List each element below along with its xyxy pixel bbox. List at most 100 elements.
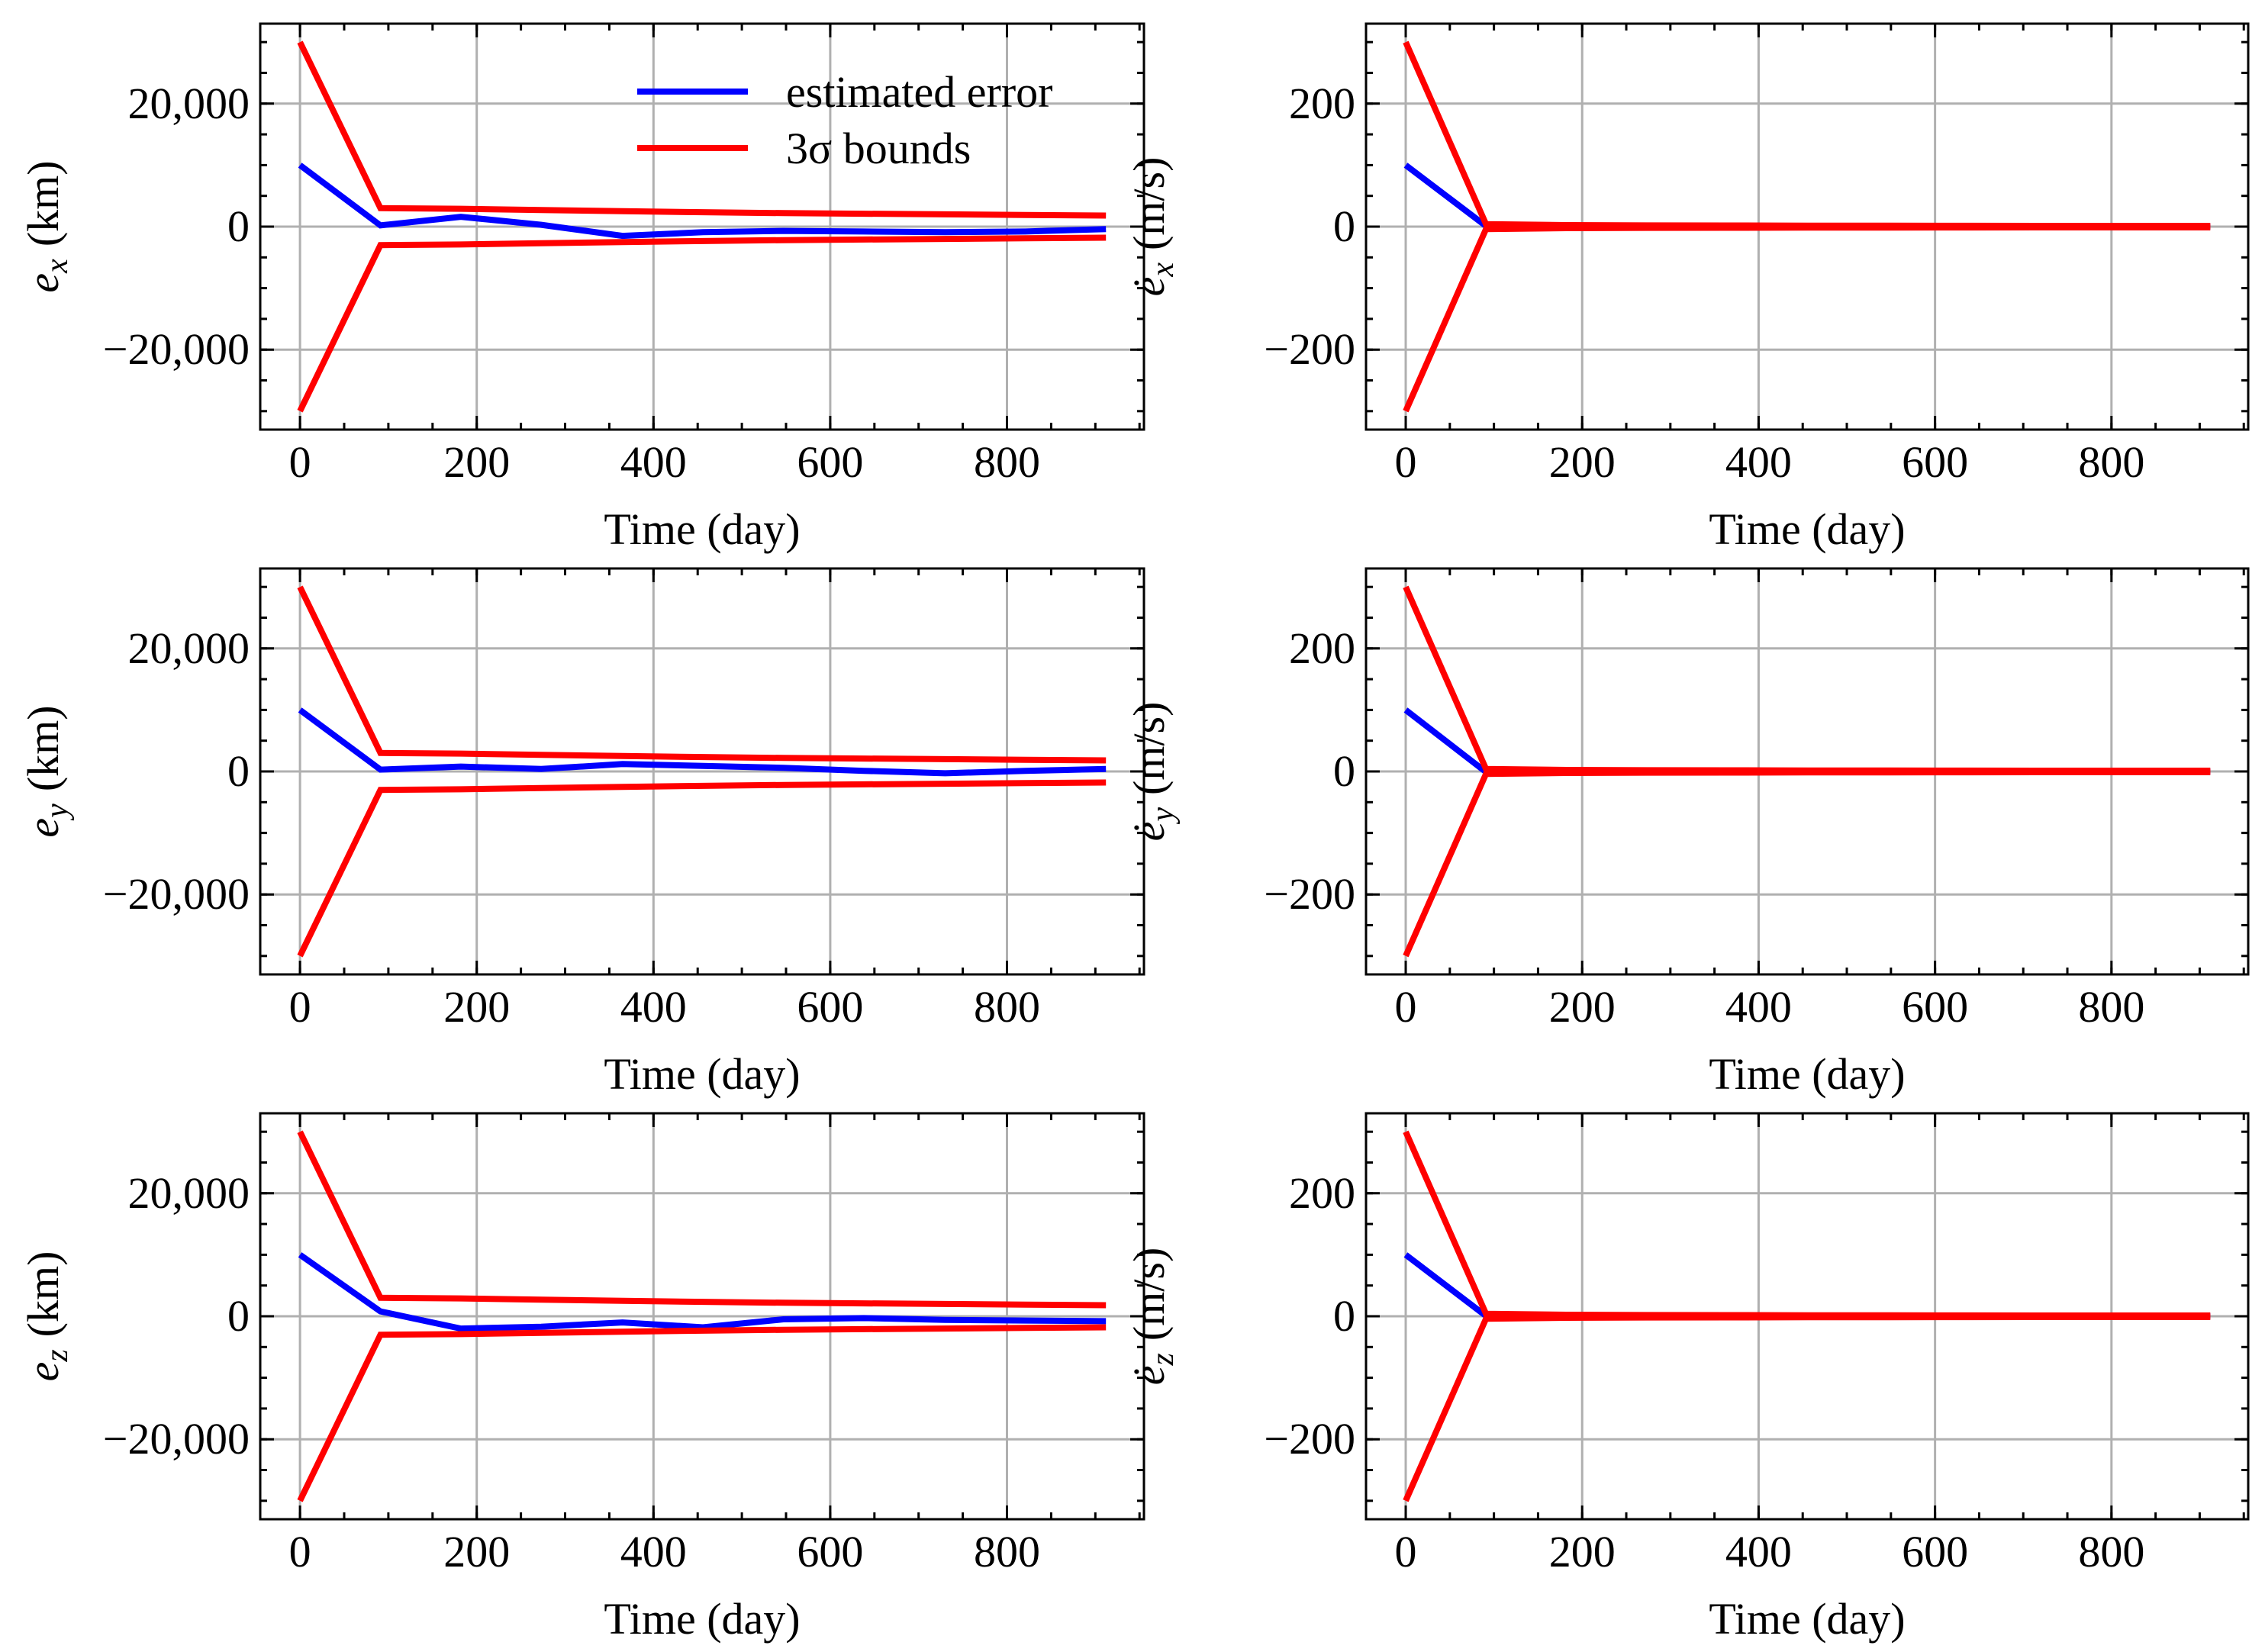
- estimated-error-line: [298, 707, 1107, 777]
- y-axis-label: ey (km): [18, 705, 75, 837]
- estimated-error-line: [1403, 707, 2211, 775]
- y-axis-label-subscript: x: [1145, 262, 1181, 278]
- x-tick-label: 0: [1395, 1527, 1417, 1576]
- legend: estimated error 3σ bounds: [637, 67, 1052, 173]
- y-tick-label: 20,000: [128, 623, 250, 673]
- subplot-3: 0 200 400 600 800 −20,000 0 20,000 Time (day) ey (…: [18, 567, 1145, 1099]
- estimated-error-line: [1403, 1252, 2211, 1319]
- x-tick-label: 200: [443, 982, 510, 1032]
- y-axis-label: ex (km): [18, 160, 75, 292]
- y-tick-label: −20,000: [103, 1414, 250, 1464]
- estimated-error-line: [1403, 163, 2211, 230]
- y-tick-label: 200: [1289, 1168, 1355, 1218]
- x-tick-label: 800: [974, 1527, 1040, 1576]
- sigma-lower-bound-line: [297, 234, 1107, 413]
- x-tick-label: 400: [620, 437, 687, 487]
- y-axis-label-variable: ė: [1124, 277, 1174, 297]
- y-axis-label-unit: (m/s): [1124, 157, 1174, 250]
- y-axis-label-variable: e: [18, 273, 68, 293]
- x-tick-label: 600: [1902, 437, 1968, 487]
- x-tick-label: 0: [289, 982, 311, 1032]
- x-tick-label: 600: [797, 982, 863, 1032]
- x-axis-label: Time (day): [1709, 1049, 1905, 1099]
- subplot-1: 0 200 400 600 800 −20,000 0 20,000 Time (day) ex (…: [18, 22, 1145, 554]
- y-tick-label: 200: [1289, 79, 1355, 128]
- x-tick-label: 600: [1902, 982, 1968, 1032]
- x-tick-label: 600: [797, 1527, 863, 1576]
- x-tick-label: 400: [620, 982, 687, 1032]
- x-axis-label: Time (day): [604, 504, 800, 554]
- y-tick-label: 0: [1333, 746, 1355, 796]
- y-tick-label: 0: [227, 1291, 250, 1341]
- y-axis-label-variable: ė: [1124, 822, 1174, 842]
- subplot-6: 0 200 400 600 800 −200 0 200 Time (day) ėz (m/s): [1124, 1112, 2250, 1644]
- y-axis-label-unit: (m/s): [1124, 1248, 1174, 1341]
- y-axis-label-subscript: z: [1145, 1353, 1181, 1366]
- x-tick-label: 600: [797, 437, 863, 487]
- x-tick-label: 800: [974, 982, 1040, 1032]
- y-tick-label: −20,000: [103, 324, 250, 374]
- sigma-upper-bound-line: [297, 585, 1107, 764]
- x-tick-label: 400: [1725, 437, 1792, 487]
- x-tick-label: 0: [1395, 982, 1417, 1032]
- sigma-upper-bound-line: [1403, 40, 2211, 229]
- x-tick-label: 400: [620, 1527, 687, 1576]
- x-tick-label: 200: [1549, 437, 1616, 487]
- y-tick-label: 0: [1333, 201, 1355, 251]
- y-tick-label: 0: [227, 746, 250, 796]
- subplot-2: 0 200 400 600 800 −200 0 200 Time (day) ėx (m/s): [1124, 22, 2250, 554]
- y-tick-label: 20,000: [128, 1168, 250, 1218]
- y-axis-label-variable: e: [18, 818, 68, 838]
- y-axis-label-subscript: y: [1145, 807, 1181, 825]
- x-tick-label: 800: [974, 437, 1040, 487]
- x-tick-label: 200: [443, 437, 510, 487]
- x-tick-label: 200: [1549, 982, 1616, 1032]
- x-axis-label: Time (day): [604, 1594, 800, 1644]
- x-tick-label: 800: [2078, 982, 2144, 1032]
- x-tick-label: 600: [1902, 1527, 1968, 1576]
- estimated-error-line: [298, 163, 1107, 240]
- sigma-lower-bound-line: [1403, 1314, 2211, 1502]
- y-tick-label: −200: [1264, 869, 1355, 919]
- y-axis-label-variable: ė: [1124, 1366, 1174, 1386]
- y-axis-label-subscript: x: [40, 259, 75, 274]
- sigma-lower-bound-line: [297, 1324, 1107, 1502]
- x-tick-label: 200: [443, 1527, 510, 1576]
- y-axis-label: ez (km): [18, 1251, 75, 1382]
- x-tick-label: 200: [1549, 1527, 1616, 1576]
- x-axis-label: Time (day): [1709, 1594, 1905, 1644]
- sigma-upper-bound-line: [297, 40, 1107, 219]
- sigma-upper-bound-line: [1403, 1130, 2211, 1319]
- y-axis-label-unit: (km): [18, 1251, 68, 1338]
- x-axis-label: Time (day): [604, 1049, 800, 1099]
- y-axis-label-unit: (km): [18, 160, 68, 246]
- x-tick-label: 400: [1725, 1527, 1792, 1576]
- x-tick-label: 0: [289, 1527, 311, 1576]
- y-tick-label: −20,000: [103, 869, 250, 919]
- y-axis-label-unit: (km): [18, 705, 68, 791]
- estimated-error-line: [298, 1252, 1107, 1332]
- y-axis-label-unit: (m/s): [1124, 702, 1174, 795]
- x-tick-label: 800: [2078, 1527, 2144, 1576]
- x-tick-label: 0: [289, 437, 311, 487]
- y-axis-label: ėx (m/s): [1124, 157, 1181, 297]
- subplot-4: 0 200 400 600 800 −200 0 200 Time (day) ėy (m/s): [1124, 567, 2250, 1099]
- sigma-upper-bound-line: [1403, 585, 2211, 774]
- legend-label: 3σ bounds: [786, 124, 971, 173]
- y-tick-label: −200: [1264, 1414, 1355, 1464]
- x-tick-label: 800: [2078, 437, 2144, 487]
- x-tick-label: 400: [1725, 982, 1792, 1032]
- y-axis-label-subscript: z: [40, 1349, 75, 1362]
- y-axis-label: ėz (m/s): [1124, 1248, 1181, 1386]
- x-tick-label: 0: [1395, 437, 1417, 487]
- sigma-lower-bound-line: [297, 779, 1107, 958]
- y-axis-label-subscript: y: [40, 803, 75, 821]
- y-tick-label: 200: [1289, 623, 1355, 673]
- x-axis-label: Time (day): [1709, 504, 1905, 554]
- y-tick-label: 0: [227, 201, 250, 251]
- y-tick-label: −200: [1264, 324, 1355, 374]
- y-tick-label: 0: [1333, 1291, 1355, 1341]
- legend-label: estimated error: [786, 67, 1052, 117]
- subplot-5: 0 200 400 600 800 −20,000 0 20,000 Time (day) ez (…: [18, 1112, 1145, 1644]
